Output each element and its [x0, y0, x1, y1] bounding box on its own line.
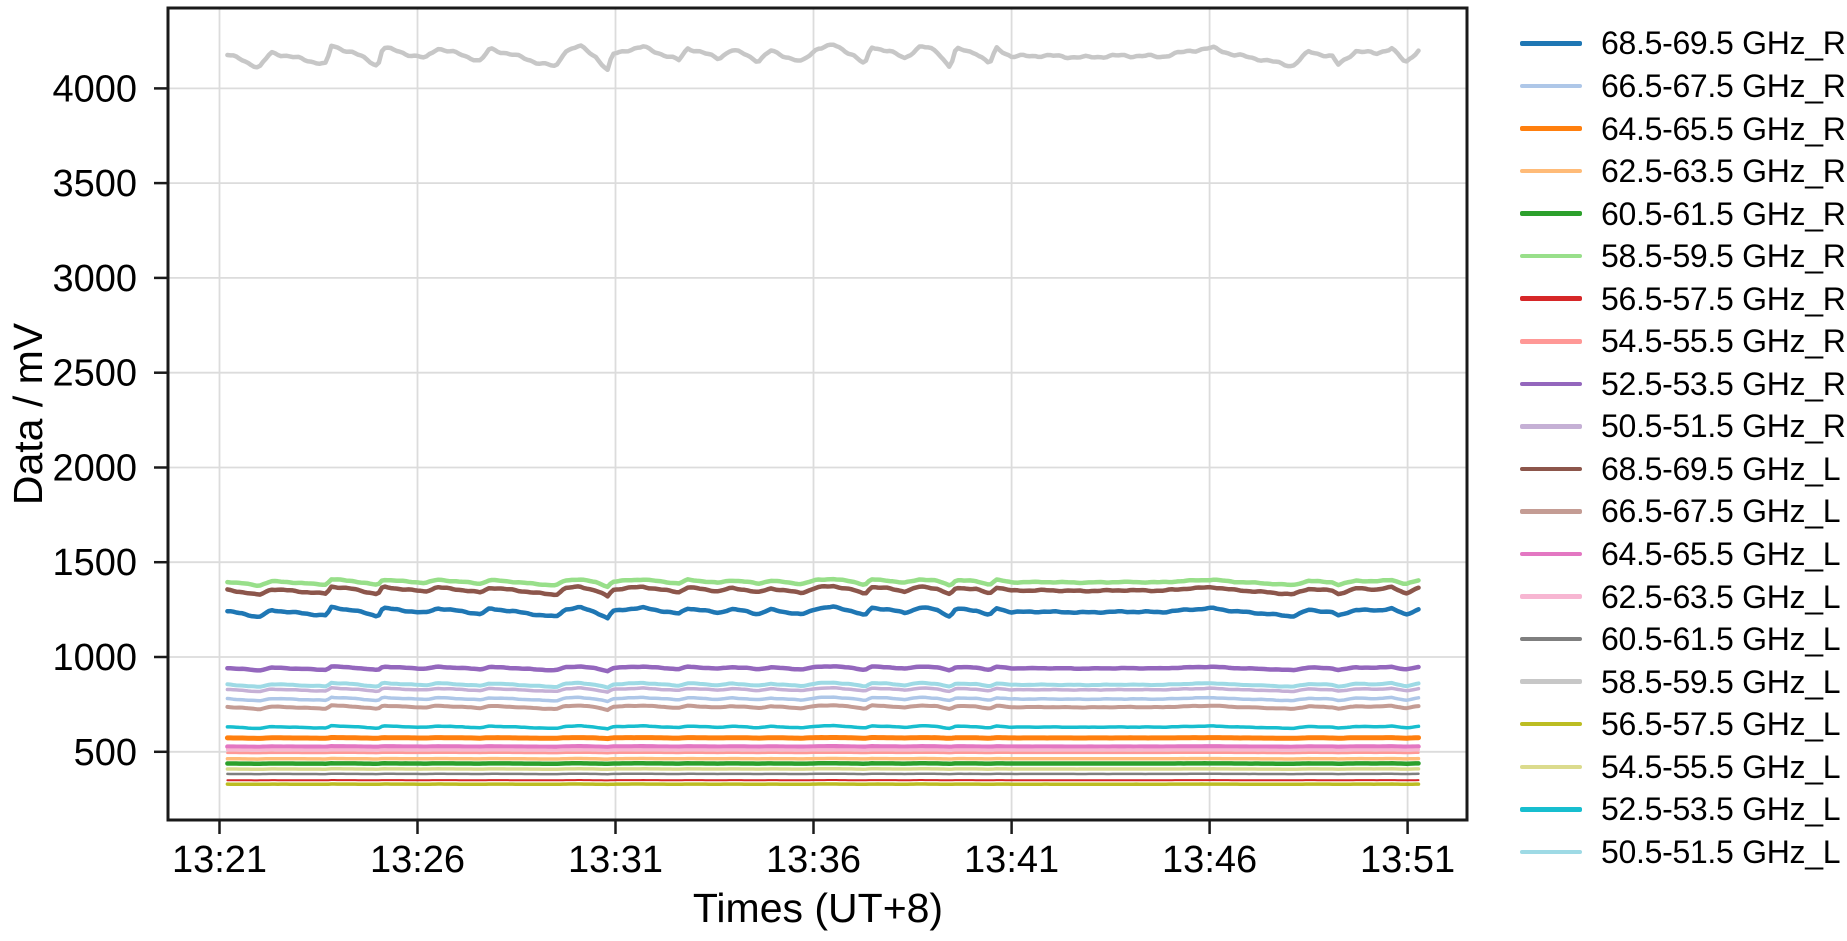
y-tick-label: 3500 [52, 163, 137, 205]
series-line-54.5-55.5 GHz_L [225, 767, 1421, 772]
y-tick-label: 1500 [52, 542, 137, 584]
axes-frame: 500 1000 1500 2000 2500 3000 3500 4000 13:21 13:2… [52, 6, 1469, 881]
y-tick-label: 1000 [52, 637, 137, 679]
series-line-52.5-53.5 GHz_L [225, 723, 1421, 731]
x-tick-label: 13:51 [1360, 839, 1455, 881]
series-line-60.5-61.5 GHz_R [225, 761, 1421, 767]
series-line-58.5-59.5 GHz_L [225, 42, 1421, 73]
series-lines [224, 42, 1421, 787]
y-axis-label: Data / mV [5, 322, 51, 505]
x-tick-label: 13:31 [568, 839, 663, 881]
series-line-64.5-65.5 GHz_L [225, 744, 1421, 750]
series-line-66.5-67.5 GHz_L [225, 703, 1421, 713]
series-line-62.5-63.5 GHz_R [225, 756, 1421, 761]
series-line-50.5-51.5 GHz_R [225, 685, 1421, 694]
series-line-58.5-59.5 GHz_R [225, 576, 1421, 590]
x-tick-label: 13:41 [964, 839, 1059, 881]
y-tick-label: 2000 [52, 448, 137, 490]
y-tick-label: 3000 [52, 258, 137, 300]
x-tick-label: 13:26 [370, 839, 465, 881]
series-line-68.5-69.5 GHz_R [225, 604, 1421, 621]
x-tick-label: 13:46 [1162, 839, 1257, 881]
series-line-66.5-67.5 GHz_R [225, 695, 1421, 704]
y-tick-label: 500 [74, 732, 137, 774]
y-tick-label: 4000 [52, 68, 137, 110]
series-line-54.5-55.5 GHz_R [226, 751, 1420, 755]
series-line-62.5-63.5 GHz_L [225, 748, 1420, 752]
x-tick-label: 13:36 [766, 839, 861, 881]
series-line-68.5-69.5 GHz_L [225, 583, 1421, 599]
plot-border [166, 6, 1469, 822]
x-tick-label: 13:21 [172, 839, 267, 881]
y-tick-label: 2500 [52, 353, 137, 395]
series-line-52.5-53.5 GHz_R [225, 664, 1421, 674]
series-line-64.5-65.5 GHz_R [224, 735, 1421, 742]
series-line-50.5-51.5 GHz_L [225, 680, 1421, 690]
x-axis-label: Times (UT+8) [693, 885, 943, 931]
